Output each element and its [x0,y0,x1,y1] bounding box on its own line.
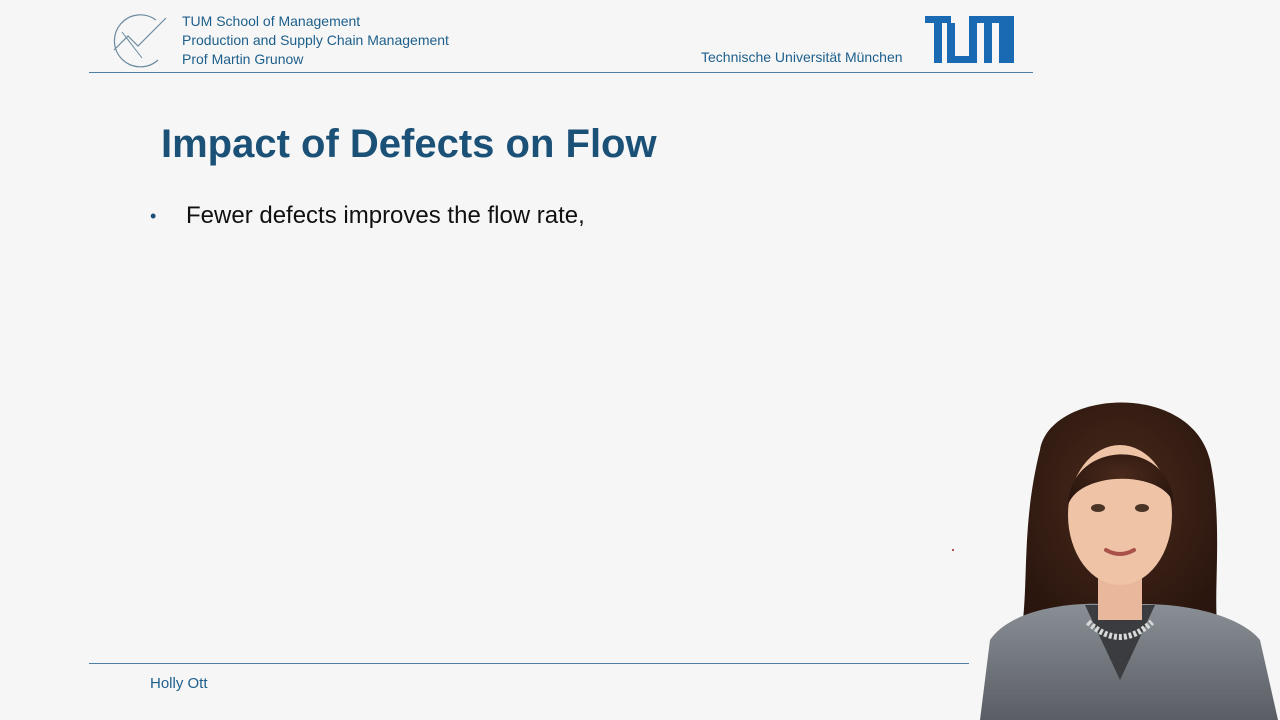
professor-name: Prof Martin Grunow [182,51,304,67]
tum-som-logo-icon [113,14,167,68]
presenter-video-overlay [980,402,1278,720]
school-name: TUM School of Management [182,13,361,29]
bullet-icon: • [150,206,157,226]
university-name: Technische Universität München [701,49,903,65]
bullet-text: Fewer defects improves the flow rate, [186,202,585,229]
laser-pointer-dot [952,549,954,551]
speaker-name: Holly Ott [150,675,208,692]
header-institution: TUM School of Management Production and … [182,12,449,69]
footer-divider [89,663,969,664]
header-divider [89,72,1033,73]
tum-logo [925,16,1014,63]
chair-name: Production and Supply Chain Management [182,32,449,48]
slide-title: Impact of Defects on Flow [161,122,657,166]
